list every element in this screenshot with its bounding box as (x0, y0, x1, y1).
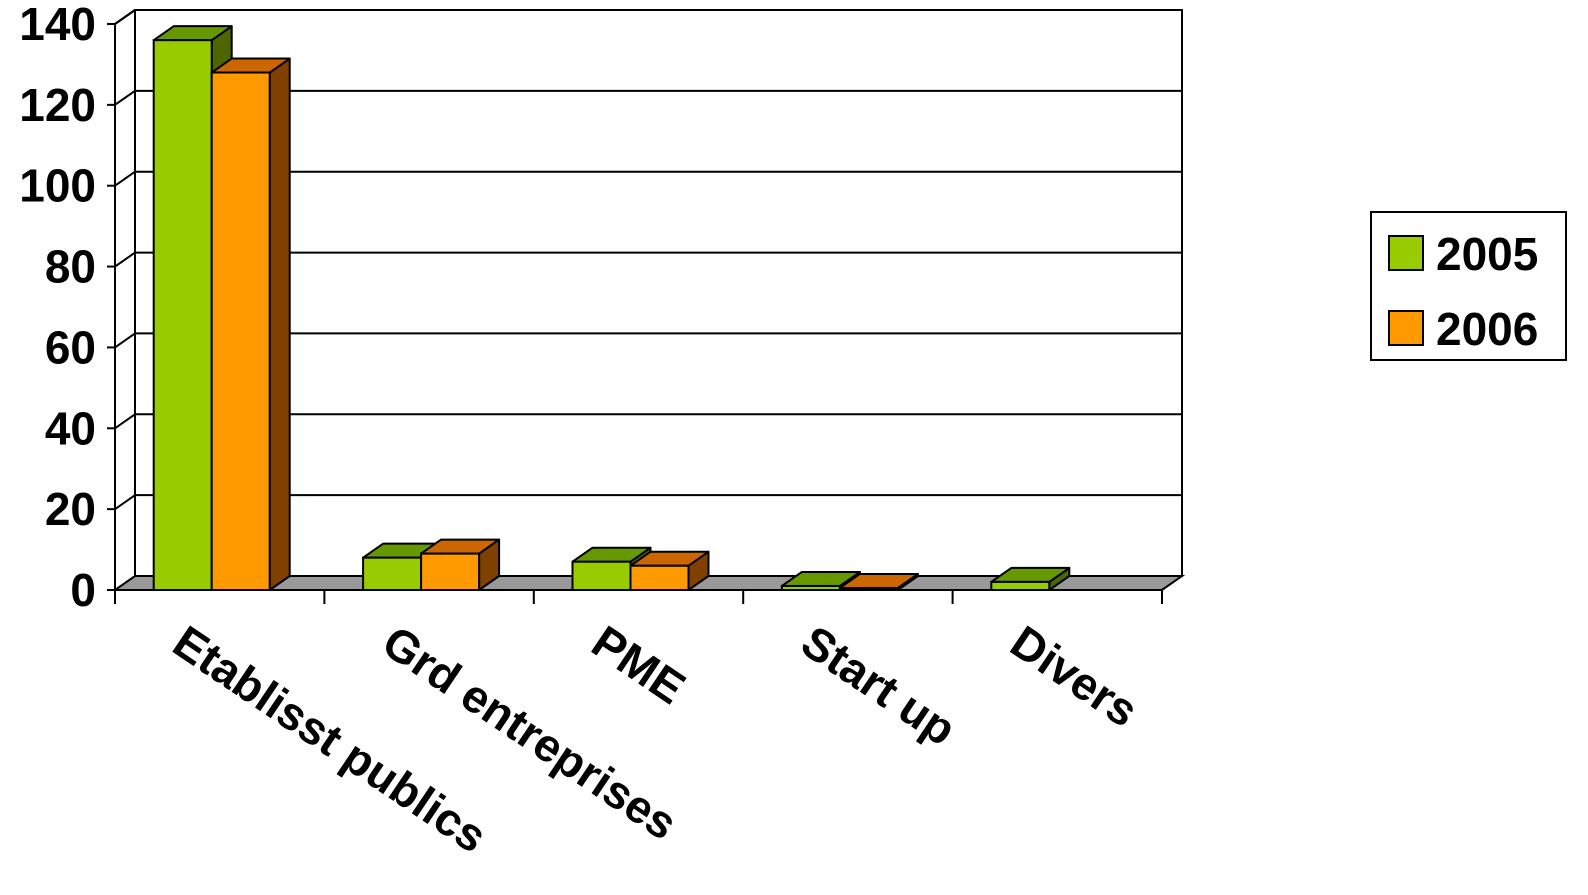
bar-side (268, 57, 291, 591)
legend-swatch (1388, 310, 1424, 346)
legend: 2005 2006 (1370, 211, 1567, 361)
y-tick-label: 80 (45, 241, 96, 293)
side-wall-top-edge (114, 9, 136, 25)
back-wall (134, 9, 1183, 577)
side-gridline (114, 413, 136, 430)
bar (780, 570, 861, 592)
y-tick-label: 60 (45, 321, 96, 373)
side-gridline (114, 494, 136, 510)
x-tick-label: Divers (1002, 615, 1148, 737)
plot-back-wall (114, 9, 1183, 590)
y-tick-label: 0 (70, 564, 96, 616)
bar (629, 550, 710, 592)
legend-swatch (1388, 235, 1424, 271)
bar-front (571, 560, 632, 592)
y-tick-label: 20 (45, 483, 96, 535)
bar (362, 542, 443, 592)
y-tick-label: 100 (19, 160, 96, 212)
bar-front (629, 564, 690, 592)
side-gridline (114, 90, 136, 106)
x-tick-label: Start up (792, 615, 965, 755)
legend-label: 2005 (1436, 228, 1538, 280)
y-tick-label: 140 (19, 0, 96, 50)
side-gridline (114, 251, 136, 268)
bar-front (362, 556, 423, 592)
y-tick-label: 120 (19, 79, 96, 131)
bars-layer (152, 25, 1071, 592)
bar (210, 57, 291, 591)
bar-front (990, 580, 1051, 592)
side-gridline (114, 170, 136, 187)
bar (420, 538, 501, 591)
y-tick-label: 40 (45, 402, 96, 454)
bar-front (420, 552, 481, 591)
bar-front (152, 39, 213, 591)
legend-label: 2006 (1436, 303, 1538, 355)
bar-front (210, 71, 271, 591)
side-gridline (114, 332, 136, 349)
x-tick-label: PME (583, 615, 695, 714)
